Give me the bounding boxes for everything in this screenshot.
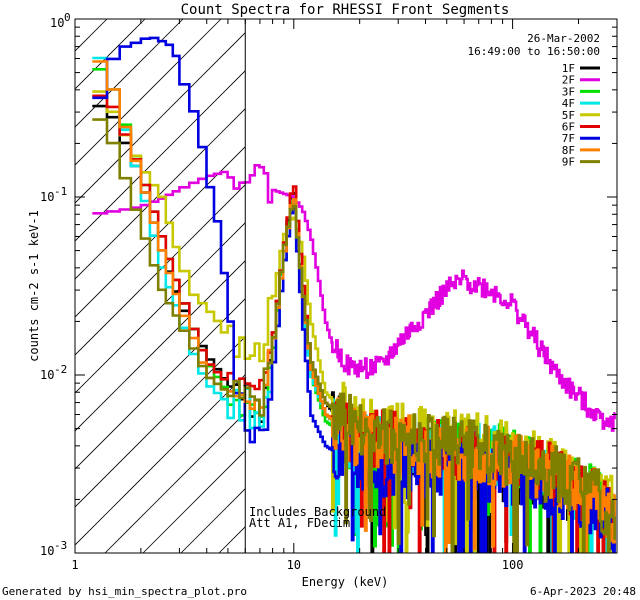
chart-title: Count Spectra for RHESSI Front Segments (181, 2, 510, 18)
hatch-line (75, 374, 246, 546)
legend-label-6F: 6F (562, 121, 575, 134)
y-tick-label-1: 10 0 (50, 11, 71, 30)
hatch-line (75, 32, 246, 204)
hatch-line (75, 222, 246, 394)
hatch-line (75, 260, 246, 432)
legend-label-4F: 4F (562, 97, 575, 110)
hatch-line (75, 298, 246, 470)
x-tick-label-10: 10 (287, 558, 301, 572)
time-range-label: 16:49:00 to 16:50:00 (468, 45, 600, 58)
y-tick-mantissa: 10 (40, 190, 54, 204)
hatched-region (75, 19, 246, 553)
legend-label-2F: 2F (562, 74, 575, 87)
legend-label-8F: 8F (562, 144, 575, 157)
x-axis-label: Energy (keV) (302, 575, 389, 589)
x-tick-label-1: 1 (71, 558, 78, 572)
hatch-line (75, 336, 246, 508)
y-tick-exponent: -3 (54, 539, 67, 552)
legend-label-5F: 5F (562, 109, 575, 122)
attenuator-note: Att A1, FDecim (249, 516, 350, 530)
legend-label-3F: 3F (562, 85, 575, 98)
y-tick-exponent: -2 (54, 363, 67, 376)
hatch-line (75, 19, 184, 128)
legend-label-9F: 9F (562, 156, 575, 169)
hatch-line (104, 412, 246, 553)
y-tick-exponent: 0 (64, 11, 71, 24)
legend-label-1F: 1F (562, 62, 575, 75)
x-tick-label-100: 100 (502, 558, 524, 572)
hatch-line (75, 146, 246, 318)
hatch-line (75, 19, 146, 90)
hatch-line (75, 184, 246, 356)
hatch-line (75, 70, 246, 242)
y-tick-mantissa: 10 (40, 368, 54, 382)
date-label: 26-Mar-2002 (527, 32, 600, 45)
hatch-line (142, 450, 246, 553)
series-2F (92, 164, 616, 432)
plot-frame (74, 18, 618, 554)
generated-by-label: Generated by hsi_min_spectra_plot.pro (2, 585, 247, 598)
y-tick-exponent: -1 (54, 185, 67, 198)
plot-area (75, 19, 616, 553)
y-tick-mantissa: 10 (50, 16, 64, 30)
timestamp-label: 6-Apr-2023 20:48 (530, 585, 636, 598)
y-axis-label: counts cm-2 s-1 keV-1 (27, 210, 41, 362)
series-9F (92, 118, 616, 553)
hatch-line (75, 19, 222, 166)
series-layer (92, 36, 616, 553)
hatch-line (75, 19, 108, 52)
y-tick-label-0.001: 10 -3 (40, 539, 67, 558)
axis-ticks (74, 18, 618, 554)
background-note: Includes Background (249, 505, 386, 519)
y-tick-mantissa: 10 (40, 544, 54, 558)
y-tick-label-0.01: 10 -2 (40, 363, 67, 382)
y-tick-label-0.1: 10 -1 (40, 185, 67, 204)
legend-label-7F: 7F (562, 132, 575, 145)
